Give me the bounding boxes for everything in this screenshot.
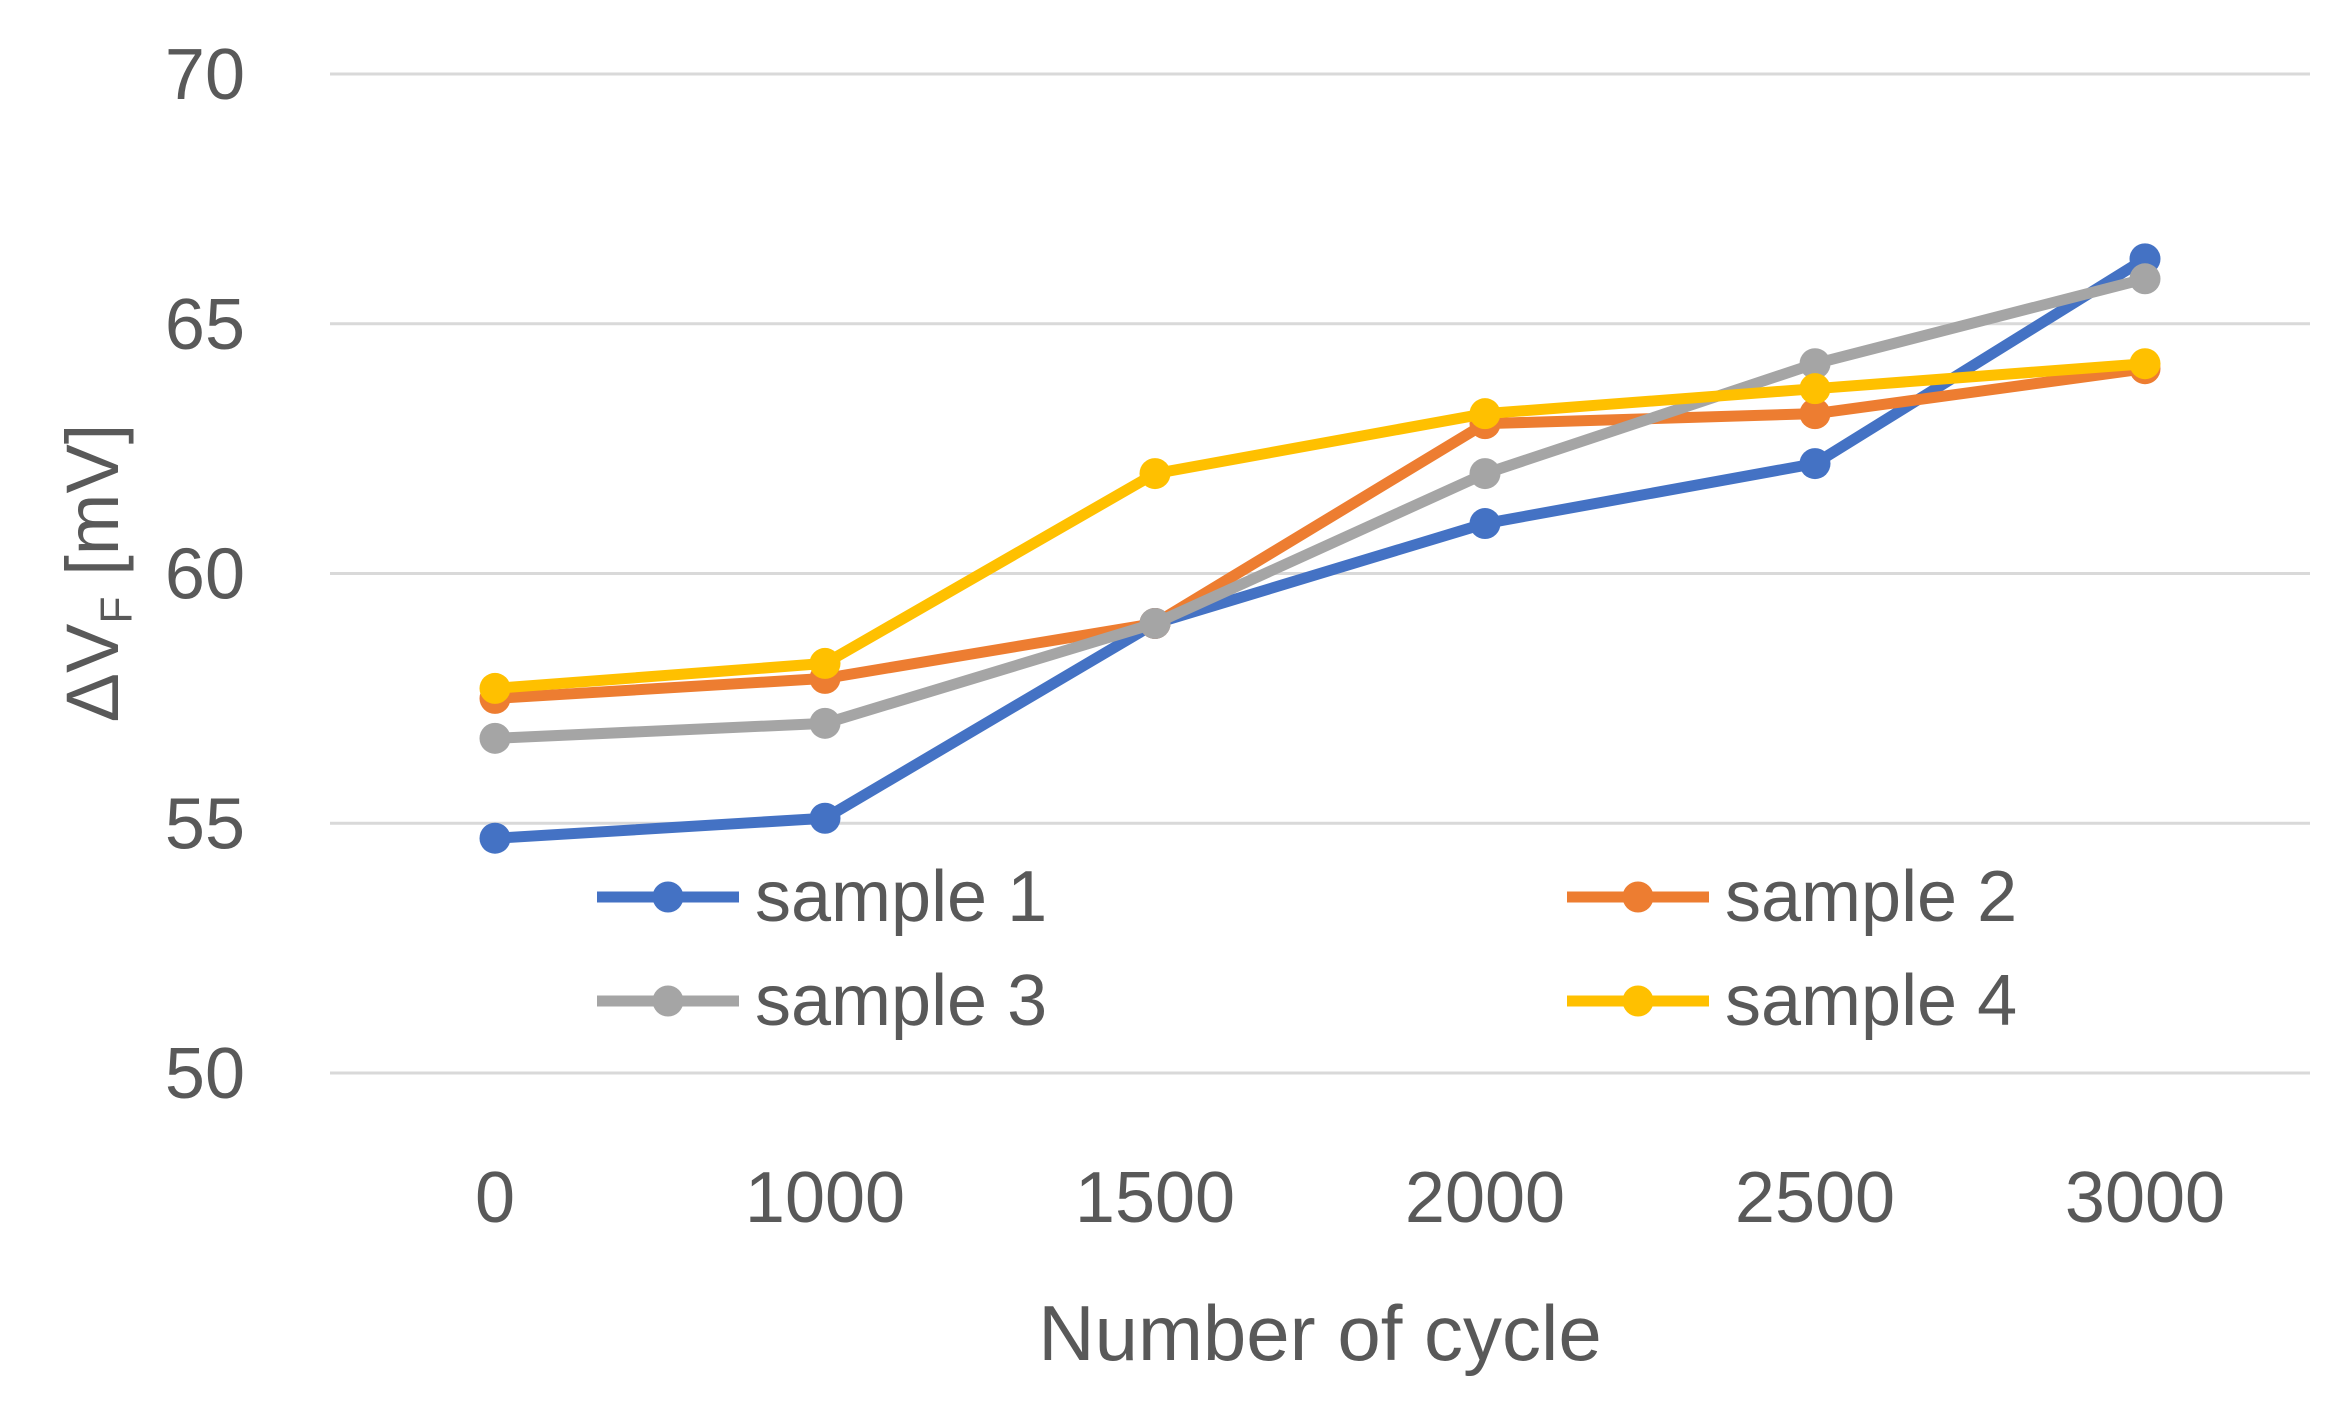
x-tick-label-2000: 2000 (1405, 1158, 1565, 1238)
y-axis-title: ΔVF [mV] (50, 273, 142, 873)
x-axis-title: Number of cycle (1038, 1289, 1602, 1377)
legend-item-sample-2: sample 2 (1565, 857, 2018, 937)
legend-marker-sample-1-icon (597, 881, 739, 913)
legend-marker-sample-4-icon (1567, 985, 1709, 1017)
x-tick-label-1000: 1000 (745, 1158, 905, 1238)
y-axis-title-symbol: ΔV (51, 623, 135, 723)
y-axis-title-subscript: F (92, 596, 142, 624)
data-point-sample-1-0 (479, 822, 511, 854)
y-axis-title-unit: [mV] (51, 423, 135, 576)
y-tick-label-50: 50 (165, 1034, 245, 1114)
legend-label-sample-2: sample 2 (1725, 857, 2018, 937)
series-line-sample-3 (489, 273, 2151, 744)
data-point-sample-4-3000 (2129, 348, 2161, 380)
data-point-sample-4-2500 (1799, 373, 1831, 405)
data-point-sample-1-2000 (1469, 508, 1501, 540)
y-tick-label-65: 65 (165, 285, 245, 365)
data-point-sample-3-0 (479, 722, 511, 754)
y-tick-label-60: 60 (165, 535, 245, 615)
data-point-sample-2-2500 (1799, 398, 1831, 430)
legend-item-sample-3: sample 3 (595, 961, 1048, 1041)
y-tick-label-70: 70 (165, 35, 245, 115)
data-point-sample-1-1000 (809, 802, 841, 834)
series-line-sample-1 (489, 253, 2151, 844)
legend-label-sample-3: sample 3 (755, 961, 1048, 1041)
data-point-sample-4-1000 (809, 647, 841, 679)
legend-marker-sample-3-icon (597, 985, 739, 1017)
data-point-sample-3-2000 (1469, 458, 1501, 490)
y-tick-label-55: 55 (165, 784, 245, 864)
x-tick-label-1500: 1500 (1075, 1158, 1235, 1238)
series-line-sample-4 (489, 358, 2151, 694)
data-point-sample-3-3000 (2129, 263, 2161, 295)
legend-label-sample-1: sample 1 (755, 857, 1048, 937)
legend-marker-sample-2-icon (1567, 881, 1709, 913)
x-tick-label-3000: 3000 (2065, 1158, 2225, 1238)
series-line-sample-2 (489, 363, 2151, 704)
data-point-sample-3-1000 (809, 707, 841, 739)
legend-item-sample-4: sample 4 (1565, 961, 2018, 1041)
data-point-sample-3-1500 (1139, 607, 1171, 639)
data-point-sample-1-2500 (1799, 448, 1831, 480)
data-point-sample-3-2500 (1799, 348, 1831, 380)
data-point-sample-4-0 (479, 672, 511, 704)
data-point-sample-4-2000 (1469, 398, 1501, 430)
x-tick-label-2500: 2500 (1735, 1158, 1895, 1238)
legend-label-sample-4: sample 4 (1725, 961, 2018, 1041)
x-tick-label-0: 0 (475, 1158, 515, 1238)
data-point-sample-4-1500 (1139, 458, 1171, 490)
legend-item-sample-1: sample 1 (595, 857, 1048, 937)
